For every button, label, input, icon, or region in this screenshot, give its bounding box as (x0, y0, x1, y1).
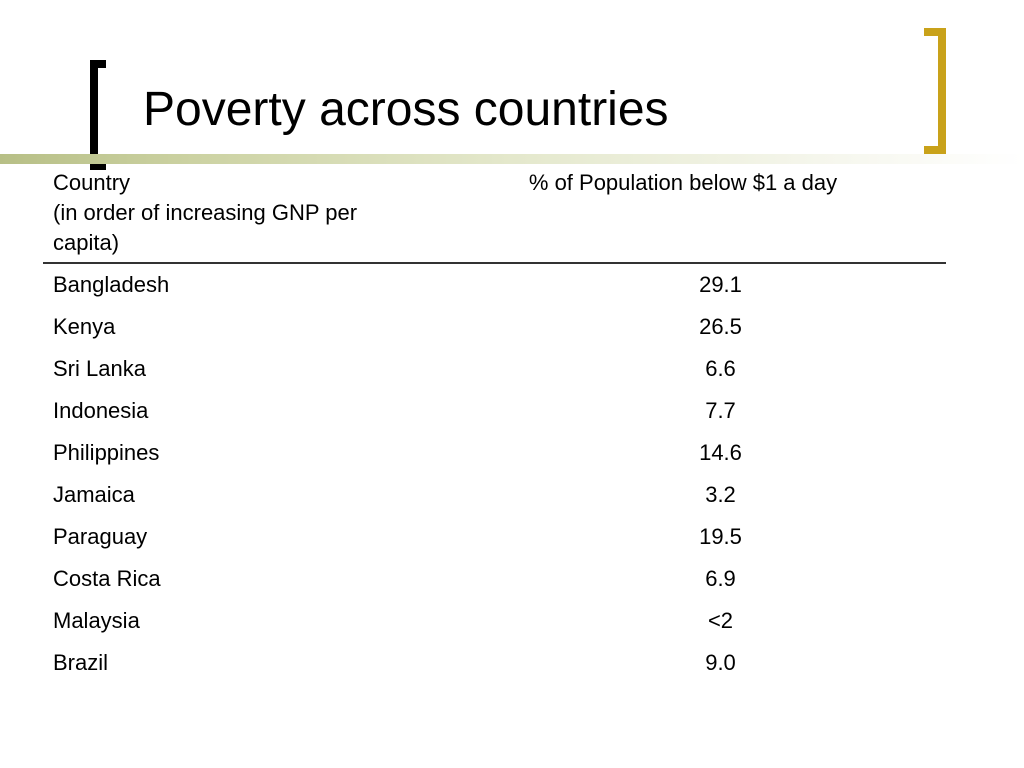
poverty-table: Country (in order of increasing GNP per … (43, 166, 946, 684)
table-row: Brazil 9.0 (43, 642, 946, 684)
table-row: Bangladesh 29.1 (43, 264, 946, 306)
table-row: Jamaica 3.2 (43, 474, 946, 516)
row-percent: <2 (707, 608, 734, 633)
row-percent: 14.6 (699, 440, 742, 465)
row-country: Paraguay (53, 524, 148, 549)
header-country-line-1: Country (53, 170, 131, 195)
table-row: Malaysia <2 (43, 600, 946, 642)
row-percent: 6.6 (705, 356, 736, 381)
table-row: Sri Lanka 6.6 (43, 348, 946, 390)
row-percent: 19.5 (699, 524, 742, 549)
row-percent: 3.2 (705, 482, 736, 507)
table-row: Philippines 14.6 (43, 432, 946, 474)
table-row: Indonesia 7.7 (43, 390, 946, 432)
row-country: Sri Lanka (53, 356, 146, 381)
table-row: Paraguay 19.5 (43, 516, 946, 558)
row-percent: 26.5 (699, 314, 742, 339)
row-country: Philippines (53, 440, 160, 465)
row-country: Bangladesh (53, 272, 170, 297)
row-percent: 6.9 (705, 566, 736, 591)
header-country: Country (in order of increasing GNP per … (53, 168, 433, 258)
header-percent: % of Population below $1 a day (528, 170, 838, 195)
left-bracket-decoration (90, 60, 106, 170)
row-percent: 7.7 (705, 398, 736, 423)
row-percent: 29.1 (699, 272, 742, 297)
row-percent: 9.0 (705, 650, 736, 675)
table-row: Costa Rica 6.9 (43, 558, 946, 600)
table-body: Bangladesh 29.1 Kenya 26.5 Sri Lanka 6.6… (43, 264, 946, 684)
title-gradient-bar (0, 154, 1024, 164)
row-country: Brazil (53, 650, 109, 675)
row-country: Indonesia (53, 398, 149, 423)
slide-title: Poverty across countries (143, 83, 669, 136)
row-country: Jamaica (53, 482, 135, 507)
row-country: Malaysia (53, 608, 140, 633)
table-row: Kenya 26.5 (43, 306, 946, 348)
header-country-line-2: (in order of increasing GNP per (53, 200, 358, 225)
row-country: Costa Rica (53, 566, 161, 591)
table-header: Country (in order of increasing GNP per … (43, 166, 946, 264)
right-bracket-decoration (924, 28, 946, 154)
header-country-line-3: capita) (53, 230, 120, 255)
row-country: Kenya (53, 314, 116, 339)
